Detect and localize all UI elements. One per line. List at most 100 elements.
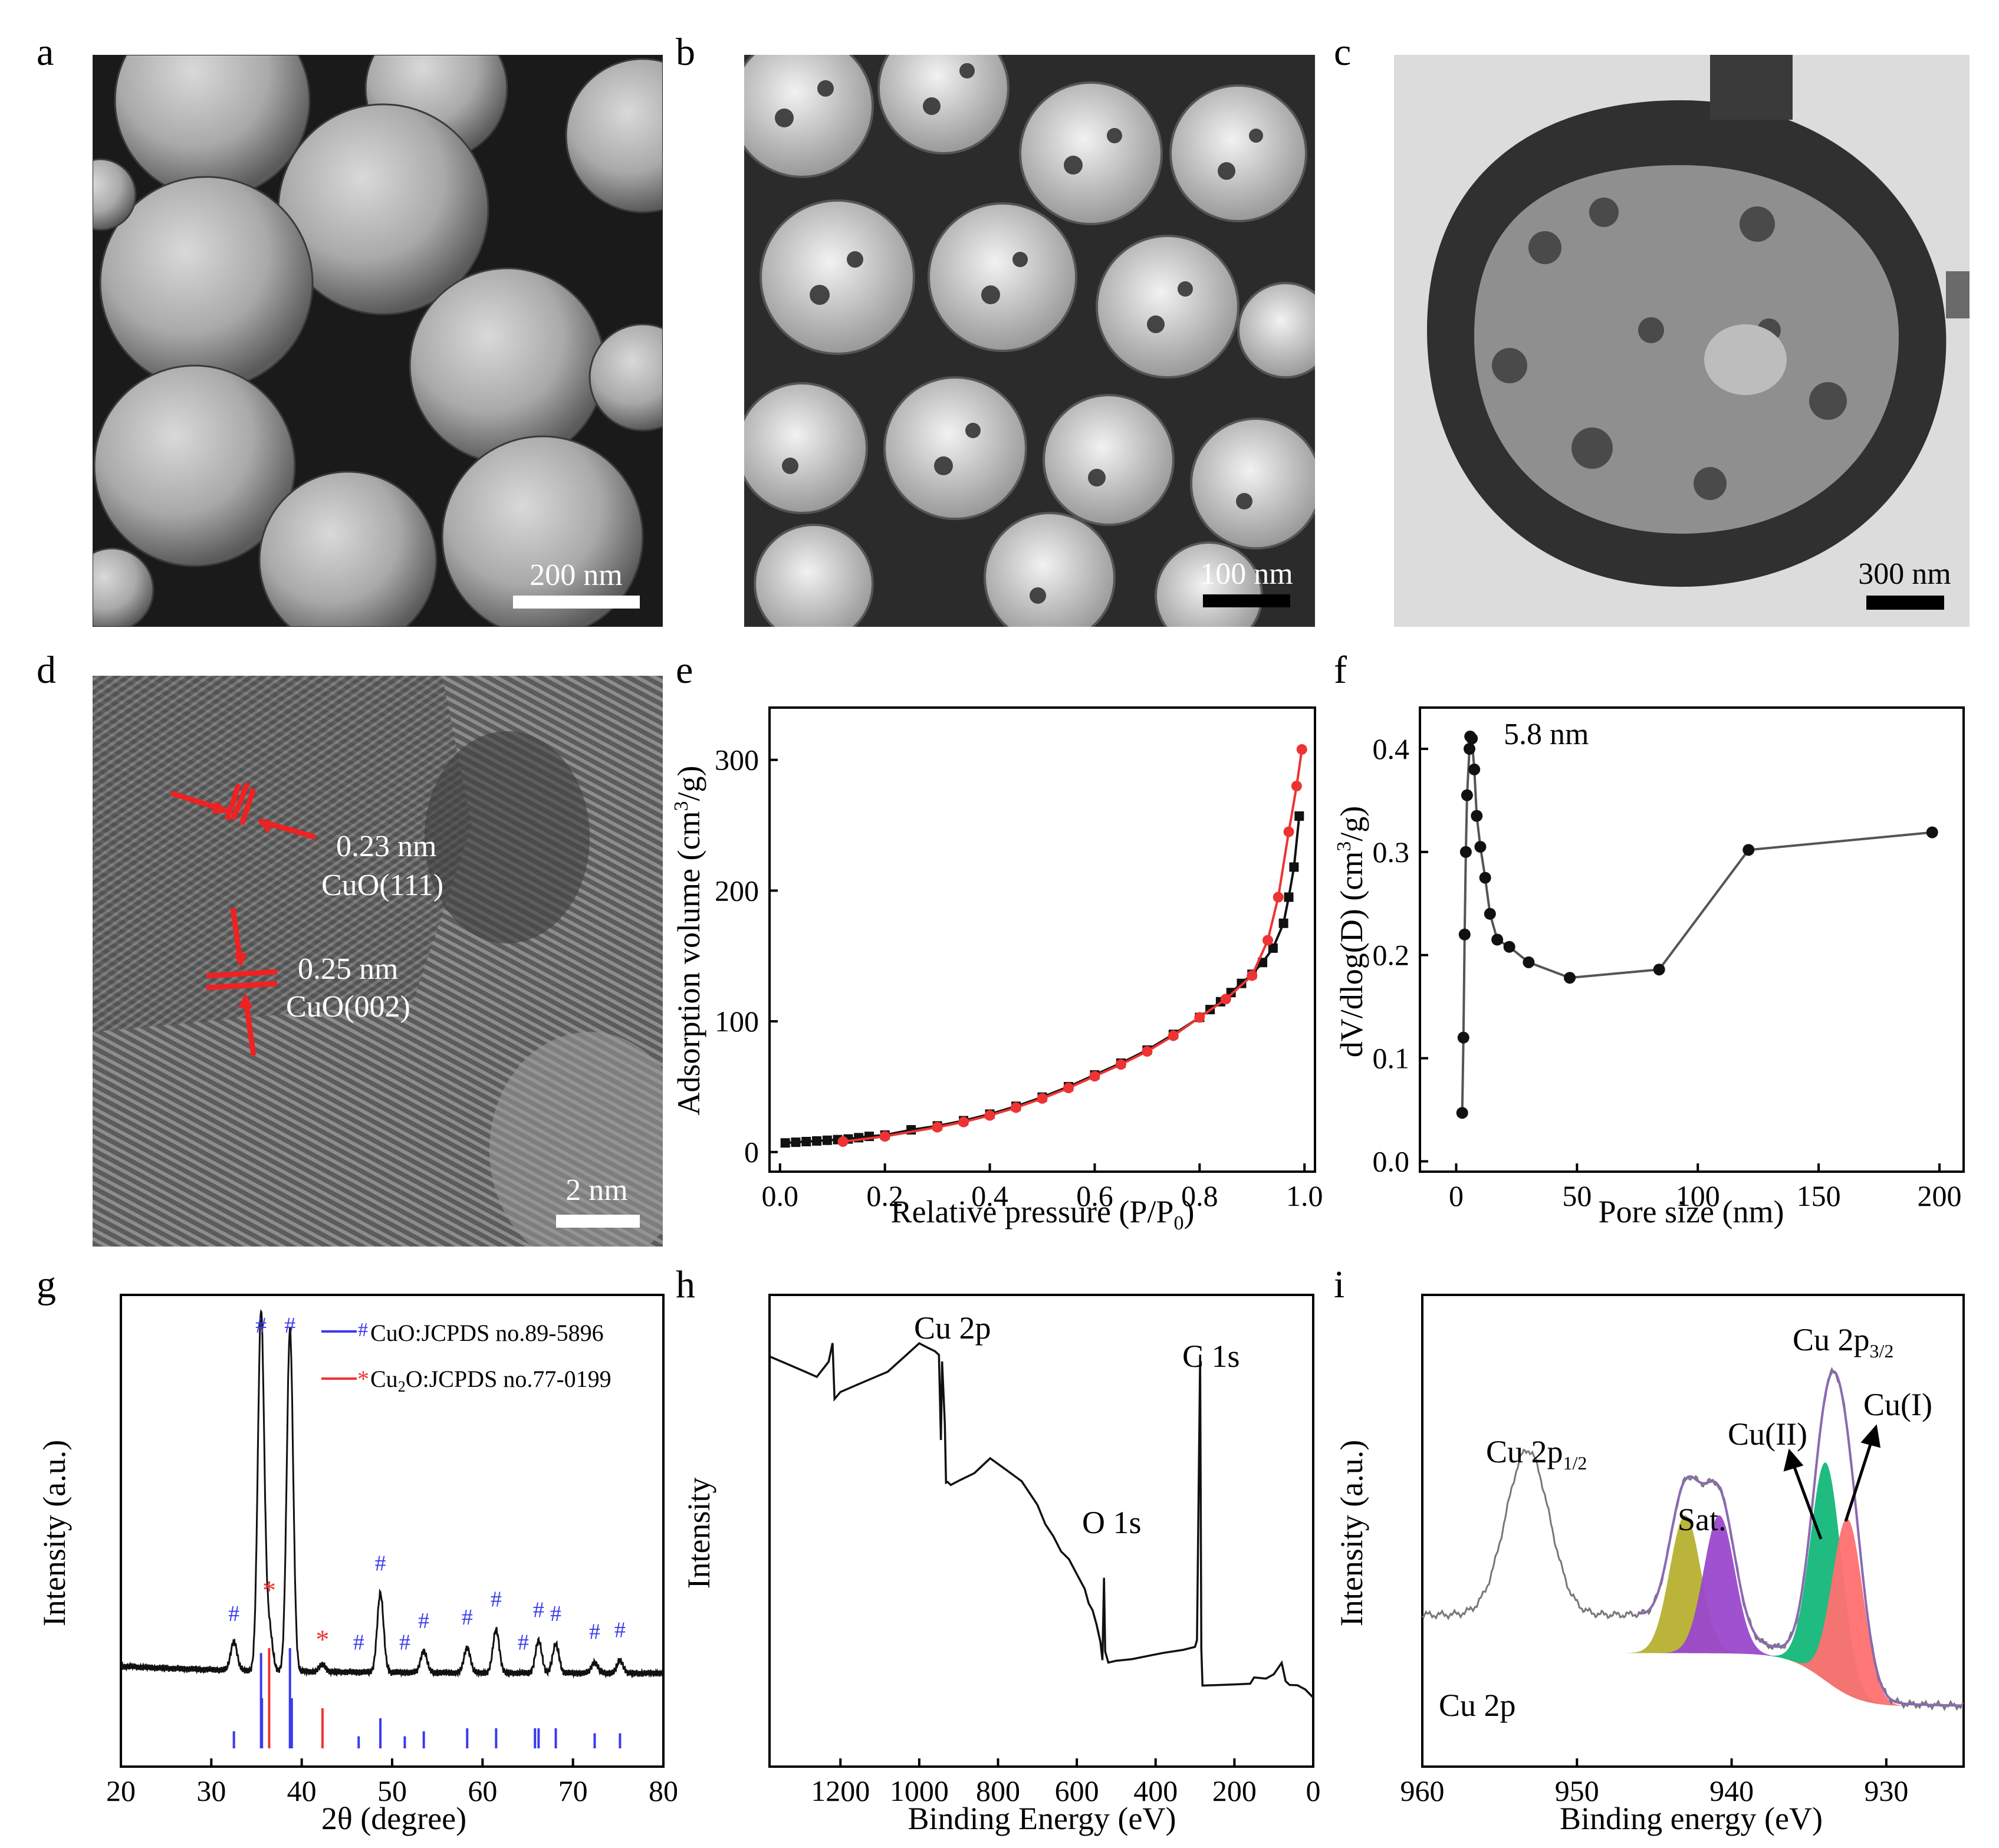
point-e bbox=[780, 1138, 790, 1148]
panel-label-b: b bbox=[676, 31, 695, 74]
peak-marker-cu2o: * bbox=[262, 1575, 276, 1605]
panel-label-c: c bbox=[1334, 31, 1351, 74]
scale-label-d: 2 nm bbox=[565, 1173, 627, 1207]
x-tick-label-f: 50 bbox=[1562, 1179, 1592, 1212]
point-e bbox=[1278, 918, 1288, 928]
point-f bbox=[1742, 844, 1755, 856]
peak-marker-cuo: # bbox=[255, 1313, 267, 1338]
legend-marker-cuo: # bbox=[358, 1319, 368, 1341]
lattice-arrowheads bbox=[212, 801, 272, 1008]
point-e bbox=[1063, 1083, 1074, 1094]
chart-h: 1200 1000 800 600 400 200 0 Cu 2p O 1s C 1s Bi… bbox=[681, 1294, 1321, 1836]
plot-frame-f bbox=[1419, 706, 1965, 1173]
annotation-p12-i: Cu 2p1/2 bbox=[1486, 1434, 1587, 1474]
y-axis-label-i: Intensity (a.u.) bbox=[1334, 1440, 1369, 1626]
peak-marker-cu2o: * bbox=[315, 1624, 329, 1654]
point-f bbox=[1458, 928, 1471, 941]
plot-frame-h bbox=[768, 1294, 1314, 1768]
x-tick-label-e: 0.6 bbox=[1076, 1179, 1113, 1212]
d-plane-1: CuO(111) bbox=[321, 869, 443, 902]
point-f bbox=[1461, 789, 1473, 801]
x-tick-label-g: 30 bbox=[196, 1774, 226, 1807]
micrograph-c bbox=[1394, 55, 1970, 627]
scale-label-c: 300 nm bbox=[1858, 557, 1951, 591]
panel-label-h: h bbox=[676, 1263, 695, 1306]
scale-bar-a bbox=[513, 596, 640, 609]
d-spacing-1: 0.23 nm bbox=[336, 830, 436, 863]
legend-label-cuo: CuO:JCPDS no.89-5896 bbox=[370, 1320, 604, 1346]
peak-marker-cuo: # bbox=[589, 1619, 600, 1644]
annotation-p32-i: Cu 2p3/2 bbox=[1793, 1322, 1893, 1362]
point-f bbox=[1653, 964, 1665, 976]
point-e bbox=[1037, 1093, 1048, 1104]
y-tick-label-f: 0.3 bbox=[1373, 836, 1410, 869]
point-e bbox=[1268, 943, 1278, 953]
x-tick-label-g: 20 bbox=[106, 1774, 136, 1807]
annotation-cuii-i: Cu(II) bbox=[1728, 1416, 1807, 1452]
point-e bbox=[1220, 994, 1231, 1005]
annotation-cu2p-i: Cu 2p bbox=[1439, 1688, 1516, 1723]
point-f bbox=[1464, 742, 1476, 755]
series-line-f bbox=[1461, 733, 1932, 1113]
annotation-cu2p-h: Cu 2p bbox=[914, 1310, 991, 1346]
point-f bbox=[1484, 907, 1496, 920]
point-f bbox=[1466, 732, 1478, 745]
xps-survey-line bbox=[769, 1341, 1314, 1699]
panel-label-g: g bbox=[37, 1263, 56, 1306]
x-axis-label-f: Pore size (nm) bbox=[1599, 1194, 1784, 1229]
point-e bbox=[812, 1136, 822, 1146]
x-axis-label-e: Relative pressure (P/P0) bbox=[891, 1194, 1195, 1234]
plot-frame-e bbox=[768, 706, 1316, 1173]
x-axis-label-h: Binding Energy (eV) bbox=[908, 1801, 1176, 1836]
x-tick-label-f: 200 bbox=[1918, 1179, 1962, 1212]
point-e bbox=[801, 1137, 811, 1147]
point-f bbox=[1564, 972, 1576, 984]
scale-bar-b bbox=[1203, 594, 1290, 607]
peak-marker-cuo: # bbox=[228, 1602, 239, 1626]
x-tick-label-f: 150 bbox=[1797, 1179, 1841, 1212]
annotation-sat-i: Sat. bbox=[1678, 1502, 1727, 1537]
x-tick-label-f: 0 bbox=[1449, 1179, 1464, 1212]
y-tick-label-e: 100 bbox=[715, 1005, 759, 1038]
point-e bbox=[1289, 862, 1299, 872]
point-e bbox=[1273, 892, 1284, 903]
scale-label-a: 200 nm bbox=[530, 558, 622, 592]
annotation-cui-i: Cu(I) bbox=[1863, 1387, 1932, 1422]
legend-label-cu2o: Cu2O:JCPDS no.77-0199 bbox=[370, 1366, 611, 1395]
panel-label-i: i bbox=[1334, 1263, 1344, 1306]
peak-marker-cuo: # bbox=[518, 1630, 529, 1655]
point-f bbox=[1491, 933, 1504, 946]
y-tick-label-f: 0.2 bbox=[1373, 939, 1410, 972]
peak-marker-cuo: # bbox=[375, 1551, 386, 1576]
point-f bbox=[1479, 872, 1491, 884]
d-spacing-2: 0.25 nm bbox=[298, 952, 398, 986]
point-f bbox=[1471, 810, 1483, 822]
plot-frame-i bbox=[1421, 1294, 1965, 1768]
point-e bbox=[1194, 1012, 1205, 1023]
fit-component-1 bbox=[1659, 1515, 1781, 1658]
x-tick-label-g: 80 bbox=[649, 1774, 678, 1807]
legend-marker-cu2o: * bbox=[357, 1366, 369, 1392]
x-axis-label-g: 2θ (degree) bbox=[321, 1801, 466, 1836]
x-tick-label-g: 40 bbox=[287, 1774, 317, 1807]
point-e bbox=[791, 1137, 801, 1147]
chart-e: 0.0 0.2 0.4 0.6 0.8 1.0 0 100 200 300 Relative pr… bbox=[670, 706, 1323, 1234]
x-tick-label-g: 50 bbox=[377, 1774, 407, 1807]
peak-marker-cuo: # bbox=[353, 1630, 364, 1655]
point-e bbox=[1294, 811, 1304, 821]
y-tick-label-f: 0.1 bbox=[1373, 1042, 1410, 1075]
point-e bbox=[1284, 892, 1294, 902]
micrograph-d bbox=[93, 676, 663, 1247]
point-f bbox=[1926, 826, 1938, 838]
point-e bbox=[1283, 826, 1294, 837]
point-e bbox=[1089, 1071, 1100, 1082]
point-e bbox=[1247, 970, 1258, 981]
xps-envelope-line bbox=[1639, 1370, 1963, 1707]
scale-label-b: 100 nm bbox=[1200, 557, 1293, 591]
x-tick-label-g: 70 bbox=[558, 1774, 588, 1807]
point-e bbox=[1011, 1102, 1022, 1113]
point-e bbox=[984, 1110, 995, 1121]
x-tick-label-i: 950 bbox=[1555, 1774, 1599, 1807]
annotation-o1s-h: O 1s bbox=[1082, 1505, 1142, 1540]
